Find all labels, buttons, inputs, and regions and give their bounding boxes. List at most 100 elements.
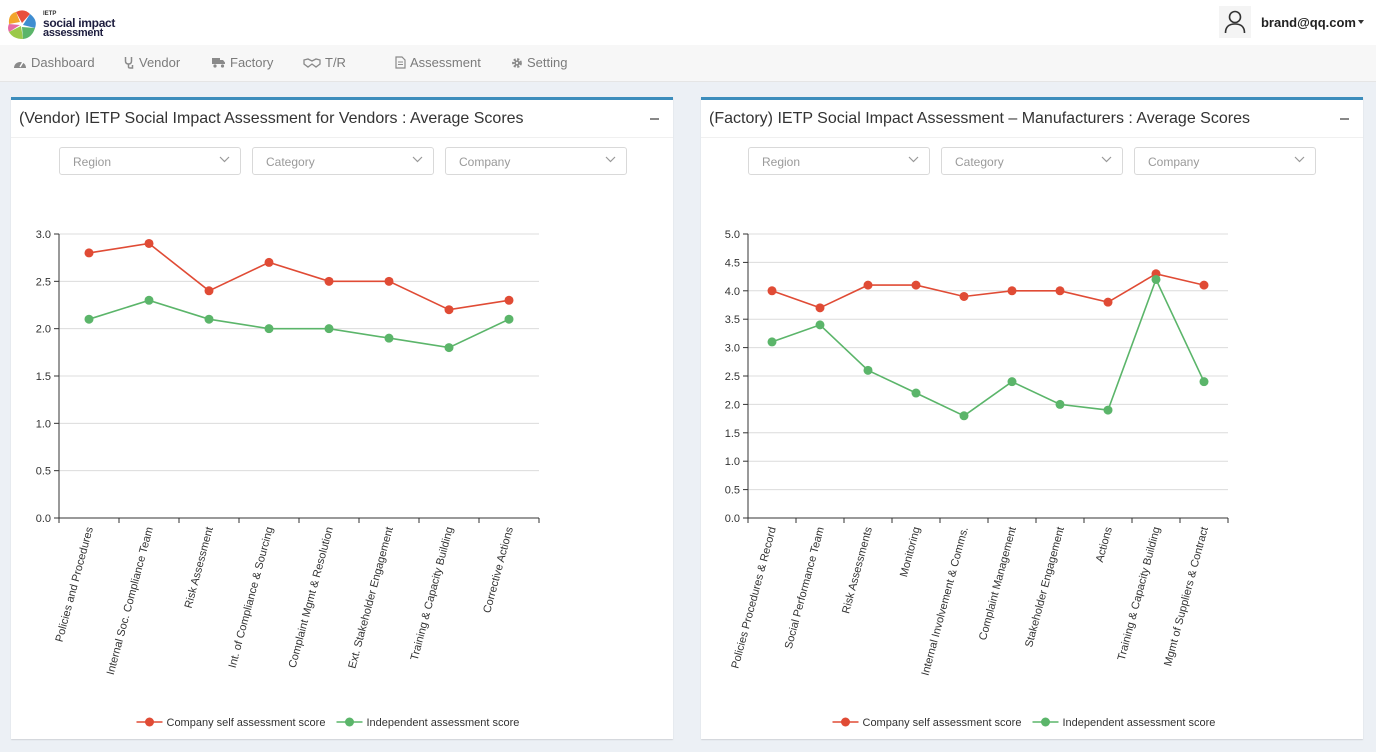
nav-label-factory: Factory bbox=[230, 55, 274, 70]
data-point[interactable] bbox=[767, 337, 777, 347]
factory-line-chart: 0.0 0.5 1.0 1.5 2.0 2.5 3.0 3.5 4.0 4.5 5.0 Policie… bbox=[725, 229, 1229, 729]
x-tick-label: Stakeholder Engagement bbox=[1023, 526, 1067, 649]
top-bar: IETP social impact assessment brand@qq.c… bbox=[0, 0, 1376, 45]
data-point[interactable] bbox=[384, 276, 394, 286]
nav-item-setting[interactable]: Setting bbox=[511, 55, 567, 70]
data-point[interactable] bbox=[863, 280, 873, 290]
legend-label[interactable]: Company self assessment score bbox=[863, 717, 1022, 729]
panel-title: (Vendor) IETP Social Impact Assessment f… bbox=[19, 110, 524, 127]
data-point[interactable] bbox=[444, 343, 454, 353]
handshake-icon bbox=[303, 57, 321, 68]
data-point[interactable] bbox=[1151, 274, 1161, 284]
data-point[interactable] bbox=[1103, 405, 1113, 415]
x-tick-label: Internal Involvement & Comms. bbox=[920, 526, 971, 677]
vendor-line-chart: 0.0 0.5 1.0 1.5 2.0 2.5 3.0 Policies and Proced… bbox=[36, 229, 540, 729]
chevron-down-icon bbox=[1101, 156, 1112, 163]
y-tick-label: 3.5 bbox=[725, 314, 740, 326]
y-tick-label: 3.0 bbox=[36, 229, 51, 241]
data-point[interactable] bbox=[1199, 280, 1209, 290]
category-select[interactable]: Category bbox=[941, 147, 1123, 175]
category-select[interactable]: Category bbox=[252, 147, 434, 175]
user-avatar-icon[interactable] bbox=[1218, 6, 1251, 38]
data-point[interactable] bbox=[911, 388, 921, 398]
company-select[interactable]: Company bbox=[445, 147, 627, 175]
user-menu[interactable]: brand@qq.com bbox=[1218, 6, 1364, 38]
data-point[interactable] bbox=[84, 248, 94, 258]
data-point[interactable] bbox=[264, 257, 274, 267]
legend-label[interactable]: Company self assessment score bbox=[167, 717, 326, 729]
data-point[interactable] bbox=[264, 324, 274, 334]
region-select[interactable]: Region bbox=[748, 147, 930, 175]
x-tick-label: Social Performance Team bbox=[783, 526, 827, 651]
y-tick-label: 4.0 bbox=[725, 286, 740, 298]
data-point[interactable] bbox=[815, 303, 825, 313]
company-select[interactable]: Company bbox=[1134, 147, 1316, 175]
collapse-button[interactable] bbox=[650, 118, 659, 120]
data-point[interactable] bbox=[815, 320, 825, 330]
data-point[interactable] bbox=[767, 286, 777, 296]
panel-title: (Factory) IETP Social Impact Assessment … bbox=[709, 110, 1250, 127]
data-point[interactable] bbox=[1007, 286, 1017, 296]
data-point[interactable] bbox=[1055, 286, 1065, 296]
y-tick-label: 1.0 bbox=[725, 456, 740, 468]
x-tick-label: Policies and Procedures bbox=[54, 525, 96, 643]
data-point[interactable] bbox=[1007, 377, 1017, 387]
nav-item-vendor[interactable]: Vendor bbox=[124, 55, 180, 70]
data-point[interactable] bbox=[863, 365, 873, 375]
panel-header: (Vendor) IETP Social Impact Assessment f… bbox=[11, 100, 673, 138]
chevron-down-icon bbox=[1294, 156, 1305, 163]
x-tick-label: Internal Soc. Compliance Team bbox=[105, 526, 156, 677]
data-point[interactable] bbox=[84, 314, 94, 324]
factory-chart-panel: (Factory) IETP Social Impact Assessment … bbox=[701, 97, 1363, 739]
data-point[interactable] bbox=[1199, 377, 1209, 387]
legend-label[interactable]: Independent assessment score bbox=[1063, 717, 1216, 729]
region-select[interactable]: Region bbox=[59, 147, 241, 175]
nav-item-assessment[interactable]: Assessment bbox=[395, 55, 481, 70]
legend-label[interactable]: Independent assessment score bbox=[367, 717, 520, 729]
legend-marker[interactable] bbox=[345, 717, 354, 727]
series-line-self bbox=[771, 272, 1205, 309]
data-point[interactable] bbox=[144, 295, 154, 305]
data-point[interactable] bbox=[504, 295, 514, 305]
collapse-button[interactable] bbox=[1340, 118, 1349, 120]
data-point[interactable] bbox=[959, 411, 969, 421]
x-tick-label: Mgmt of Suppliers & Contract bbox=[1162, 526, 1211, 668]
main-nav: Dashboard Vendor Factory T/R Assessment bbox=[0, 45, 1376, 82]
legend-marker[interactable] bbox=[1041, 717, 1050, 727]
user-email[interactable]: brand@qq.com bbox=[1260, 14, 1356, 30]
data-point[interactable] bbox=[444, 305, 454, 315]
app-logo[interactable]: IETP social impact assessment bbox=[6, 6, 126, 42]
data-point[interactable] bbox=[911, 280, 921, 290]
data-point[interactable] bbox=[324, 276, 334, 286]
nav-item-factory[interactable]: Factory bbox=[212, 55, 273, 70]
data-point[interactable] bbox=[144, 238, 154, 248]
logo-sup-text: IETP bbox=[43, 11, 57, 17]
y-tick-label: 2.5 bbox=[36, 276, 51, 288]
company-select-placeholder: Company bbox=[1148, 155, 1200, 169]
data-point[interactable] bbox=[324, 324, 334, 334]
data-point[interactable] bbox=[504, 314, 514, 324]
logo-hands-icon bbox=[8, 10, 36, 39]
x-tick-label: Complaint Mgmt & Resolution bbox=[287, 526, 336, 670]
data-point[interactable] bbox=[1055, 399, 1065, 409]
y-tick-label: 0.0 bbox=[36, 513, 51, 525]
chevron-down-icon bbox=[412, 156, 423, 163]
data-point[interactable] bbox=[204, 314, 214, 324]
data-point[interactable] bbox=[384, 333, 394, 343]
x-tick-label: Ext. Stakeholder Engagement bbox=[346, 526, 395, 670]
data-point[interactable] bbox=[204, 286, 214, 296]
user-menu-caret-icon[interactable] bbox=[1358, 20, 1364, 24]
data-point[interactable] bbox=[959, 291, 969, 301]
panel-header: (Factory) IETP Social Impact Assessment … bbox=[701, 100, 1363, 138]
legend-marker[interactable] bbox=[145, 717, 154, 727]
y-tick-label: 2.0 bbox=[36, 324, 51, 336]
nav-item-tr[interactable]: T/R bbox=[303, 55, 346, 70]
x-tick-label: Int. of Compliance & Sourcing bbox=[227, 526, 276, 670]
data-point[interactable] bbox=[1103, 297, 1113, 307]
legend-marker[interactable] bbox=[841, 717, 850, 727]
nav-label-dashboard: Dashboard bbox=[31, 55, 95, 70]
y-tick-label: 1.5 bbox=[36, 371, 51, 383]
y-tick-label: 1.0 bbox=[36, 418, 51, 430]
y-tick-label: 0.0 bbox=[725, 513, 740, 525]
nav-item-dashboard[interactable]: Dashboard bbox=[13, 55, 95, 70]
